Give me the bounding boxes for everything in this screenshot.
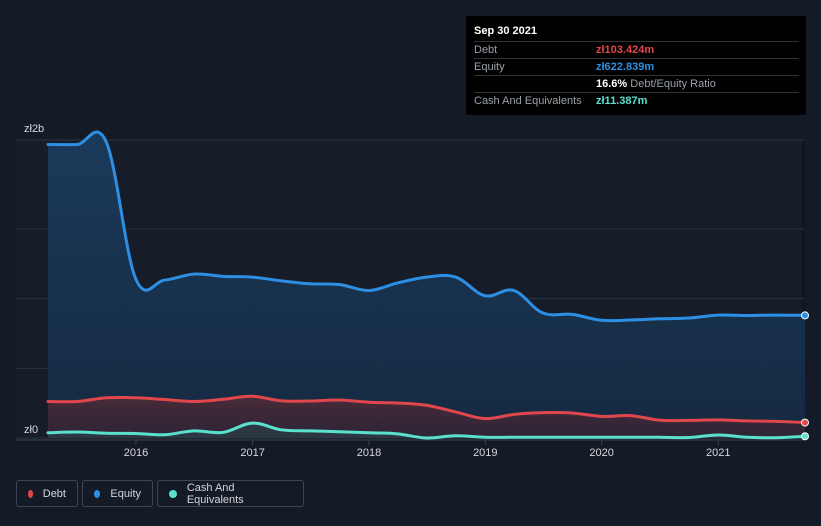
tooltip-debt-value: zł103.424m xyxy=(596,44,655,56)
legend-equity-label: Equity xyxy=(110,487,141,500)
cash-and-equivalents-area xyxy=(48,423,805,439)
x-tick-label-2018: 2018 xyxy=(357,447,381,459)
equity-legend-dot-icon xyxy=(94,489,101,498)
cash-and-equivalents-end-point xyxy=(801,432,809,441)
tooltip-date: Sep 30 2021 xyxy=(474,24,799,42)
tooltip-equity-label: Equity xyxy=(474,61,505,73)
tooltip-cash-value: zł11.387m xyxy=(596,95,648,107)
y-axis-bottom-label: zł0 xyxy=(24,424,38,436)
equity-area xyxy=(48,131,805,439)
tooltip-cash-label: Cash And Equivalents xyxy=(474,95,582,107)
y-axis-top-label: zł2b xyxy=(24,123,44,135)
x-tick-label-2017: 2017 xyxy=(240,447,264,459)
plot-future-shade xyxy=(802,140,805,440)
legend-cash-label: Cash And Equivalents xyxy=(186,481,244,506)
tooltip-debt-label: Debt xyxy=(474,44,498,56)
legend-item-equity[interactable]: Equity xyxy=(82,480,153,507)
tooltip-ratio-value: 16.6% xyxy=(596,78,628,90)
tooltip-equity-value: zł622.839m xyxy=(596,61,655,73)
tooltip-ratio-label: Debt/Equity Ratio xyxy=(630,78,716,90)
tooltip-ratio-spacer xyxy=(474,76,596,92)
x-tick-label-2021: 2021 xyxy=(706,447,730,459)
tooltip-row-cash: Cash And Equivalents zł11.387m xyxy=(474,93,799,109)
legend-debt-label: Debt xyxy=(42,487,66,500)
debt-end-point xyxy=(801,418,809,427)
debt-line xyxy=(46,394,807,425)
hover-tooltip: Sep 30 2021 Debt zł103.424m Equity zł622… xyxy=(466,16,806,115)
tooltip-row-debt: Debt zł103.424m xyxy=(474,42,799,59)
x-tick-label-2020: 2020 xyxy=(589,447,613,459)
tooltip-row-equity: Equity zł622.839m xyxy=(474,59,799,76)
cash-legend-dot-icon xyxy=(169,489,177,498)
x-tick-label-2019: 2019 xyxy=(473,447,497,459)
debt-legend-dot-icon xyxy=(28,489,33,498)
tooltip-row-ratio: 16.6% Debt/Equity Ratio xyxy=(474,76,799,93)
cash-and-equivalents-line xyxy=(46,421,807,440)
x-tick-label-2016: 2016 xyxy=(124,447,148,459)
legend-item-cash[interactable]: Cash And Equivalents xyxy=(157,480,304,507)
equity-end-point xyxy=(801,311,809,320)
legend-item-debt[interactable]: Debt xyxy=(16,480,78,507)
equity-line xyxy=(46,130,807,323)
